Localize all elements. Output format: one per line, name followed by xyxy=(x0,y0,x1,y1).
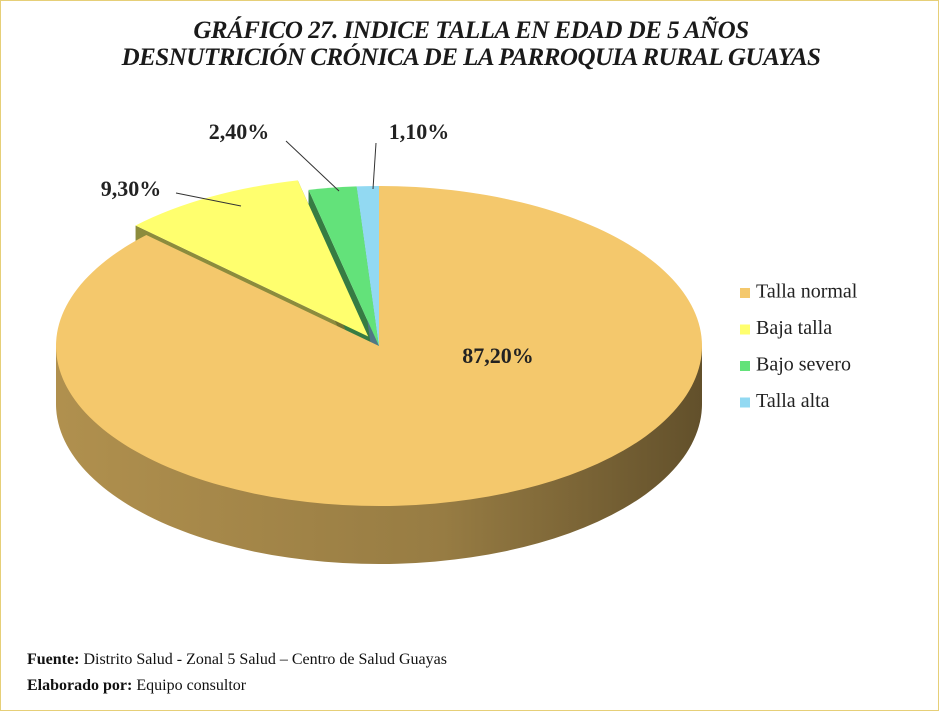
legend-swatch xyxy=(740,397,750,408)
chart-title: GRÁFICO 27. INDICE TALLA EN EDAD DE 5 AÑ… xyxy=(121,17,821,71)
legend-label: Talla normal xyxy=(756,281,858,303)
slice xyxy=(135,180,369,337)
leader-line xyxy=(372,142,377,190)
leader-line xyxy=(175,192,242,207)
leader-line xyxy=(285,140,340,192)
legend-swatch xyxy=(740,324,750,335)
data-label: 9,30% xyxy=(101,176,162,201)
data-label: 87,20% xyxy=(462,343,534,368)
legend-label: Talla alta xyxy=(756,390,830,412)
legend-swatch xyxy=(740,361,750,371)
legend-swatch xyxy=(740,288,750,298)
data-label: 2,40% xyxy=(209,119,270,144)
credit: Elaborado por: Equipo consultor xyxy=(27,677,246,695)
slice xyxy=(308,186,379,346)
data-label: 1,10% xyxy=(389,119,450,144)
legend-label: Bajo severo xyxy=(756,354,851,376)
credit-label: Elaborado por: xyxy=(27,677,133,694)
source: Fuente: Distrito Salud - Zonal 5 Salud –… xyxy=(27,651,447,669)
legend-label: Baja talla xyxy=(756,317,832,339)
source-text: Distrito Salud - Zonal 5 Salud – Centro … xyxy=(83,651,447,668)
credit-text: Equipo consultor xyxy=(136,677,247,694)
slice xyxy=(356,186,379,346)
source-label: Fuente: xyxy=(27,651,80,668)
